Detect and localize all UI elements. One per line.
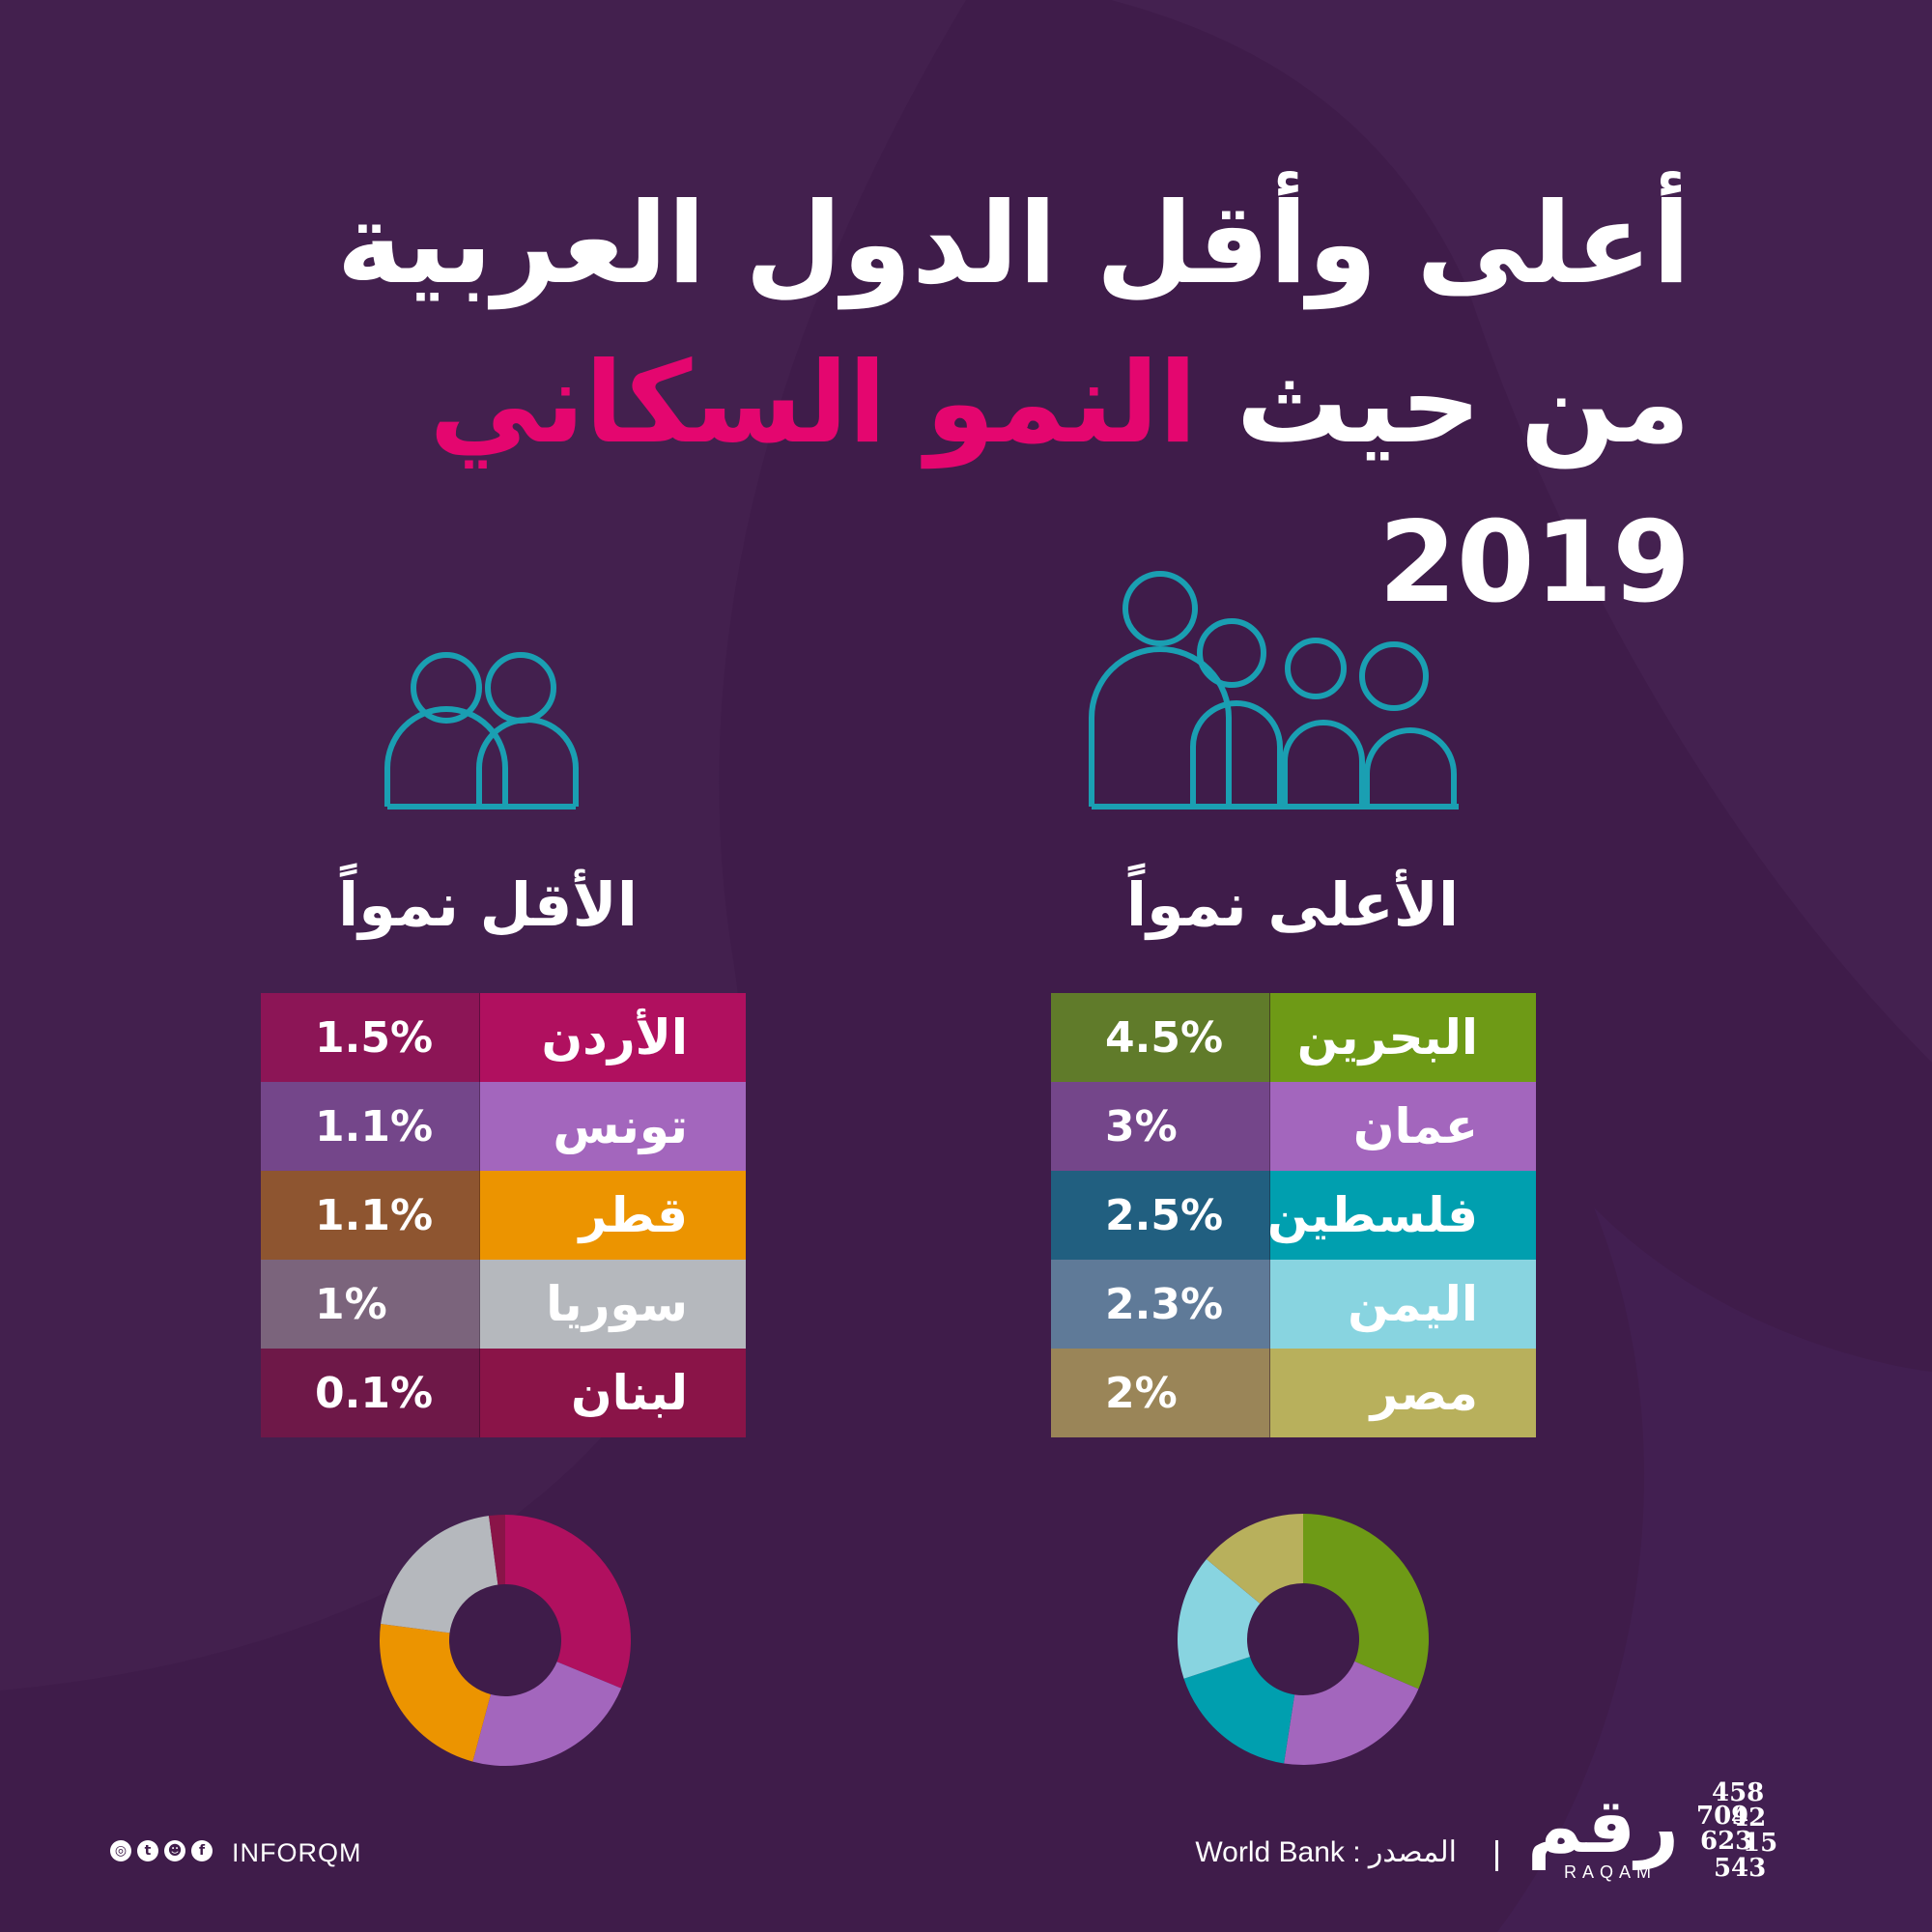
twitter-icon[interactable]: t [137, 1840, 158, 1861]
lowest-growth-heading: الأقل نمواً [338, 869, 638, 940]
people-pair-icon [384, 652, 579, 810]
high-donut-slice [1178, 1559, 1261, 1679]
highest-growth-table: 4.5% البحرين 3% عمان 2.5% فلسطين 2.3% اليمن 2% مص… [1051, 993, 1536, 1437]
title-prefix: من حيث [1236, 338, 1690, 469]
footer-separator [1495, 1840, 1498, 1871]
low-value: 1% [261, 1260, 479, 1349]
high-value: 3% [1051, 1082, 1269, 1171]
high-row: 2.5% فلسطين [1051, 1171, 1536, 1260]
social-icons: ◎ t ☻ f [110, 1840, 213, 1861]
snapchat-icon[interactable]: ☻ [164, 1840, 185, 1861]
lowest-growth-table: 1.5% الأردن 1.1% تونس 1.1% قطر 1% سوريا 0.1% لبنا… [261, 993, 746, 1437]
brand-name-en: RAQAM [1563, 1862, 1657, 1882]
page-title: أعلى وأقل الدول العربية من حيث النمو الس… [145, 164, 1690, 642]
brand-logo: رقم RAQAM [1526, 1783, 1679, 1883]
instagram-icon[interactable]: ◎ [110, 1840, 131, 1861]
high-donut-slice [1206, 1514, 1303, 1604]
low-donut-slice [505, 1515, 631, 1689]
title-accent: النمو السكاني [429, 338, 1198, 469]
svg-text:15: 15 [1743, 1829, 1777, 1858]
low-row: 0.1% لبنان [261, 1349, 746, 1437]
highest-growth-donut [1178, 1514, 1429, 1765]
high-value: 2.5% [1051, 1171, 1269, 1260]
svg-text:709: 709 [1696, 1802, 1748, 1831]
facebook-icon[interactable]: f [191, 1840, 213, 1861]
people-group-large-icon [1089, 571, 1459, 810]
high-country: عمان [1269, 1082, 1536, 1171]
title-line-2: من حيث النمو السكاني 2019 [145, 324, 1690, 642]
low-donut-slice [380, 1624, 491, 1762]
low-row: 1.5% الأردن [261, 993, 746, 1082]
svg-text:43: 43 [1731, 1854, 1766, 1883]
svg-text:42: 42 [1731, 1804, 1766, 1833]
high-value: 2.3% [1051, 1260, 1269, 1349]
low-country: سوريا [479, 1260, 746, 1349]
title-year: 2019 [1378, 497, 1690, 628]
high-value: 4.5% [1051, 993, 1269, 1082]
high-country: اليمن [1269, 1260, 1536, 1349]
high-donut-slice [1284, 1661, 1419, 1765]
low-country: الأردن [479, 993, 746, 1082]
low-row: 1% سوريا [261, 1260, 746, 1349]
low-country: قطر [479, 1171, 746, 1260]
high-country: مصر [1269, 1349, 1536, 1437]
high-row: 2.3% اليمن [1051, 1260, 1536, 1349]
high-row: 4.5% البحرين [1051, 993, 1536, 1082]
high-donut-slice [1303, 1514, 1429, 1690]
svg-text:458: 458 [1712, 1778, 1764, 1807]
lowest-growth-donut [380, 1515, 631, 1766]
low-row: 1.1% تونس [261, 1082, 746, 1171]
brand-digits-mark-icon: 458 709 42 623 15 5 43 [1696, 1778, 1777, 1883]
source-value: World Bank [1195, 1836, 1345, 1868]
low-country: لبنان [479, 1349, 746, 1437]
high-value: 2% [1051, 1349, 1269, 1437]
title-line-1: أعلى وأقل الدول العربية [336, 179, 1690, 309]
low-donut-slice [381, 1516, 498, 1634]
source-label: المصدر : [1352, 1836, 1457, 1868]
low-donut-slice [472, 1662, 622, 1766]
svg-text:5: 5 [1714, 1854, 1731, 1883]
brand-name-ar: رقم [1526, 1783, 1679, 1870]
highest-growth-heading: الأعلى نمواً [1125, 869, 1460, 940]
low-donut-slice [489, 1515, 505, 1585]
social-handle: INFORQM [232, 1838, 362, 1867]
low-value: 1.1% [261, 1171, 479, 1260]
low-value: 1.5% [261, 993, 479, 1082]
high-country: فلسطين [1267, 1171, 1536, 1260]
high-row: 2% مصر [1051, 1349, 1536, 1437]
svg-text:623: 623 [1700, 1827, 1752, 1856]
source-note: المصدر : World Bank [1195, 1835, 1457, 1869]
low-row: 1.1% قطر [261, 1171, 746, 1260]
low-country: تونس [479, 1082, 746, 1171]
low-value: 0.1% [261, 1349, 479, 1437]
high-donut-slice [1183, 1657, 1295, 1764]
low-value: 1.1% [261, 1082, 479, 1171]
high-row: 3% عمان [1051, 1082, 1536, 1171]
high-country: البحرين [1269, 993, 1536, 1082]
